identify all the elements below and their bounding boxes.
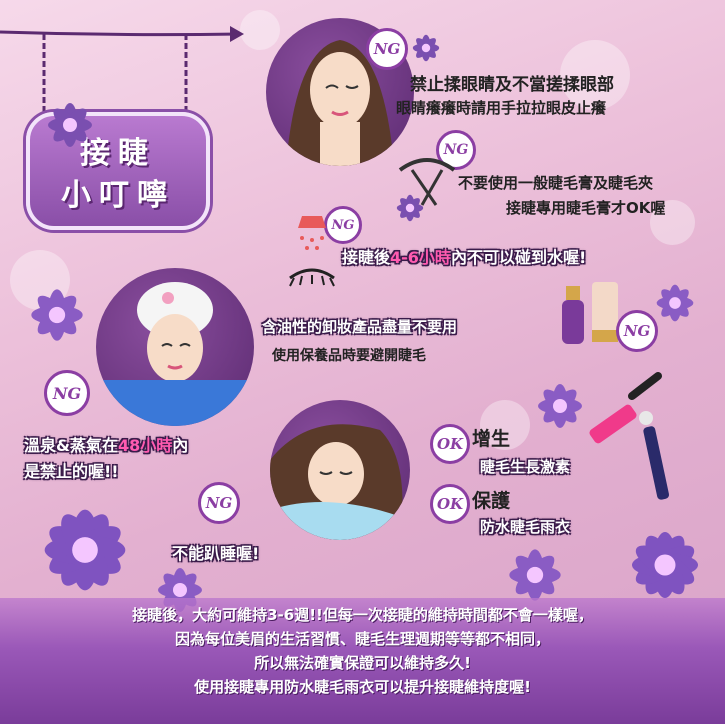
flower-icon: [48, 103, 92, 147]
ok-item-desc: 防水睫毛雨衣: [480, 518, 571, 536]
tip-spa-suffix: 內: [172, 436, 189, 455]
woman-in-hot-spring-illustration: [96, 268, 254, 426]
footer-banner: 接睫後，大約可維持3-6週!!但每一次接睫的維持時間都不會一樣喔， 因為每位美眉…: [0, 598, 725, 724]
flower-icon: [632, 532, 698, 598]
tip-sleep: 不能趴睡喔!: [172, 544, 260, 563]
sign-title-line2: 小叮嚀: [61, 178, 175, 213]
eyelash-curler-icon: [398, 158, 456, 206]
ok-item-title: 保護: [472, 490, 511, 512]
footer-line2: 因為每位美眉的生活習慣、睫毛生理週期等等都不相同，: [174, 630, 550, 648]
ok-badge: OK: [430, 484, 470, 524]
tip-rub-eyes-line1: 禁止揉眼睛及不當搓揉眼部: [410, 75, 614, 95]
flower-icon: [538, 384, 582, 428]
bokeh: [240, 10, 280, 50]
tip-oil-line2: 使用保養品時要避開睫毛: [272, 348, 426, 364]
footer-line4: 使用接睫專用防水睫毛雨衣可以提升接睫維持度喔!: [194, 678, 531, 696]
sign-vine-decoration: [0, 26, 244, 118]
flower-icon: [31, 289, 83, 341]
sign-title-line1: 接睫: [80, 136, 156, 171]
tip-water-suffix: 內不可以碰到水喔!: [450, 248, 587, 267]
tip-curler-line2: 接睫專用睫毛膏才OK喔: [506, 199, 666, 217]
ng-badge: NG: [366, 28, 408, 70]
woman-face-icon: [286, 40, 394, 166]
footer-line1: 接睫後，大約可維持3-6週!!但每一次接睫的維持時間都不會一樣喔，: [132, 606, 593, 624]
flower-icon: [656, 284, 694, 322]
footer-line3: 所以無法確實保證可以維持多久!: [254, 654, 471, 672]
woman-sleeping-illustration: [270, 400, 410, 540]
tip-spa-highlight: 48小時: [117, 436, 173, 455]
ng-badge: NG: [324, 206, 362, 244]
bokeh: [560, 40, 630, 110]
tip-water-highlight: 4-6小時: [390, 248, 451, 267]
tip-water-prefix: 接睫後: [342, 248, 391, 267]
ok-item-title: 增生: [472, 428, 511, 450]
tip-curler-line1: 不要使用一般睫毛膏及睫毛夾: [458, 174, 654, 192]
shower-icon: [289, 216, 335, 287]
tip-water: 接睫後4-6小時內不可以碰到水喔!: [342, 244, 586, 268]
woman-towel-icon: [96, 282, 254, 426]
ok-item-desc: 睫毛生長激素: [480, 458, 571, 476]
tip-spa-prefix: 溫泉&蒸氣在: [24, 436, 118, 455]
ng-badge: NG: [44, 370, 90, 416]
ng-badge: NG: [198, 482, 240, 524]
woman-rubbing-eye-illustration: [266, 18, 414, 166]
tip-spa-line2: 是禁止的喔!!: [24, 462, 119, 481]
flower-icon: [412, 34, 440, 62]
tip-spa-line1: 溫泉&蒸氣在48小時內: [24, 432, 188, 456]
cosmetics-bottles-icon: [562, 282, 618, 344]
mascara-brush-icon: [589, 372, 670, 500]
flower-icon: [396, 194, 424, 222]
bokeh: [480, 400, 530, 450]
ok-badge: OK: [430, 424, 470, 464]
tip-rub-eyes-line2: 眼睛癢癢時請用手拉拉眼皮止癢: [396, 99, 607, 117]
flower-icon: [44, 509, 126, 591]
flower-icon: [509, 549, 561, 601]
ng-badge: NG: [616, 310, 658, 352]
bokeh: [650, 200, 695, 245]
sleeping-woman-icon: [270, 424, 410, 540]
tip-oil-line1: 含油性的卸妝產品盡量不要用: [262, 318, 458, 336]
